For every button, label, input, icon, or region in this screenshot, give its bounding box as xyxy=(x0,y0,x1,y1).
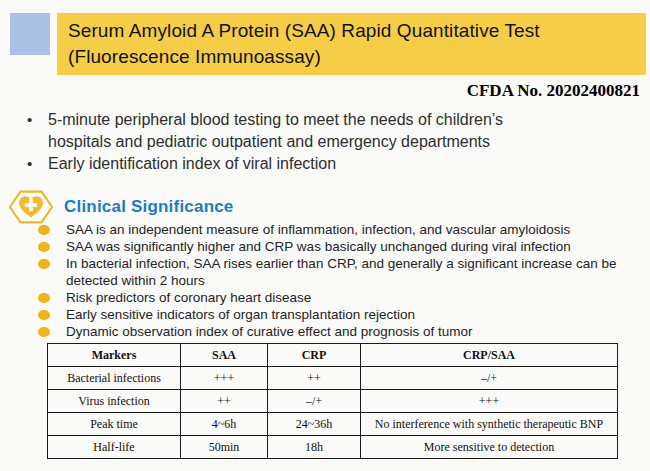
feature-item: 5-minute peripheral blood testing to mee… xyxy=(25,109,565,153)
cfda-number: CFDA No. 20202400821 xyxy=(467,81,640,101)
feature-list: 5-minute peripheral blood testing to mee… xyxy=(25,109,565,175)
table-header-cell: CRP/SAA xyxy=(361,344,618,367)
clinical-significance-list: SAA is an independent measure of inflamm… xyxy=(36,221,632,340)
table-cell: Virus infection xyxy=(48,390,181,413)
page-title-line1: Serum Amyloid A Protein (SAA) Rapid Quan… xyxy=(68,18,638,44)
table-cell: No interference with synthetic therapeut… xyxy=(361,413,618,436)
clinical-item: SAA was significantly higher and CRP was… xyxy=(36,238,632,255)
table-cell: Half-life xyxy=(48,436,181,459)
table-header-cell: CRP xyxy=(268,344,361,367)
table-cell: –/+ xyxy=(361,367,618,390)
table-cell: 24~36h xyxy=(268,413,361,436)
clinical-item: Risk predictors of coronary heart diseas… xyxy=(36,289,632,306)
table-cell: –/+ xyxy=(268,390,361,413)
clinical-item: SAA is an independent measure of inflamm… xyxy=(36,221,632,238)
table-cell: +++ xyxy=(181,367,268,390)
marker-comparison-table: MarkersSAACRPCRP/SAA Bacterial infection… xyxy=(47,343,618,459)
table-cell: +++ xyxy=(361,390,618,413)
table-cell: 18h xyxy=(268,436,361,459)
table-cell: More sensitive to detection xyxy=(361,436,618,459)
table-cell: Bacterial infections xyxy=(48,367,181,390)
table-row: Half-life50min18hMore sensitive to detec… xyxy=(48,436,618,459)
clinical-significance-title: Clinical Significance xyxy=(64,197,234,217)
title-banner: Serum Amyloid A Protein (SAA) Rapid Quan… xyxy=(57,13,646,75)
page-title-line2: (Fluorescence Immunoassay) xyxy=(68,44,638,70)
table-header-row: MarkersSAACRPCRP/SAA xyxy=(48,344,618,367)
feature-item: Early identification index of viral infe… xyxy=(25,153,565,175)
table-cell: ++ xyxy=(268,367,361,390)
table-cell: ++ xyxy=(181,390,268,413)
table-header-cell: Markers xyxy=(48,344,181,367)
clinical-item: Early sensitive indicators of organ tran… xyxy=(36,306,632,323)
table-cell: Peak time xyxy=(48,413,181,436)
table-row: Peak time4~6h24~36hNo interference with … xyxy=(48,413,618,436)
table-cell: 50min xyxy=(181,436,268,459)
clinical-item: In bacterial infection, SAA rises earlie… xyxy=(36,255,632,289)
table-header-cell: SAA xyxy=(181,344,268,367)
table-body: Bacterial infections+++++–/+Virus infect… xyxy=(48,367,618,459)
table-row: Bacterial infections+++++–/+ xyxy=(48,367,618,390)
clinical-item: Dynamic observation index of curative ef… xyxy=(36,323,632,340)
accent-square xyxy=(10,13,50,55)
table-cell: 4~6h xyxy=(181,413,268,436)
table-row: Virus infection++–/++++ xyxy=(48,390,618,413)
table-head: MarkersSAACRPCRP/SAA xyxy=(48,344,618,367)
